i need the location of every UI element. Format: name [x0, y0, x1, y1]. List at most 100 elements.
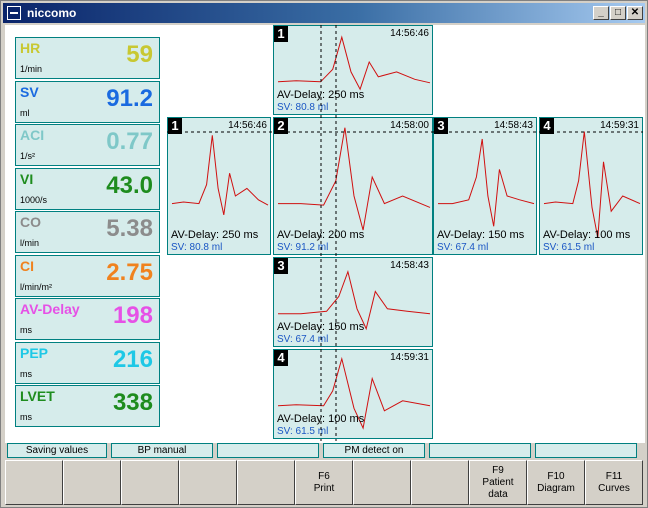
param-ci[interactable]: CI l/min/m² 2.75 [15, 254, 160, 297]
panel-time: 14:59:31 [600, 120, 639, 131]
waveform-curve [277, 356, 431, 430]
panel-number: 2 [274, 118, 288, 134]
panel-av-delay: AV-Delay: 250 ms [277, 89, 365, 101]
param-name: PEP [20, 344, 49, 361]
function-key-1[interactable] [5, 460, 63, 505]
param-av-delay[interactable]: AV-Delay ms 198 [15, 298, 160, 340]
panel-av-delay: AV-Delay: 150 ms [277, 321, 365, 333]
param-value: 198 [112, 302, 153, 329]
status-bar: Saving values BP manual PM detect on [7, 443, 643, 459]
waveform-plot [171, 135, 269, 216]
panel-av-delay: AV-Delay: 150 ms [437, 229, 525, 241]
param-sv[interactable]: SV ml 91.2 [15, 80, 160, 123]
param-value: 91.2 [106, 84, 153, 112]
waveform-plot [277, 356, 431, 430]
waveform-curve [543, 131, 641, 238]
param-name: AV-Delay [20, 301, 80, 317]
param-unit: ml [20, 107, 30, 118]
panel-time: 14:56:46 [228, 120, 267, 131]
function-key-4[interactable] [179, 460, 237, 505]
panel-av-delay: AV-Delay: 200 ms [277, 229, 365, 241]
function-key-11[interactable]: F11 Curves [585, 460, 643, 505]
param-co[interactable]: CO l/min 5.38 [15, 211, 160, 253]
panel-lower-2[interactable]: 4 14:59:31 AV-Delay: 100 ms SV: 61.5 ml [273, 349, 433, 439]
panel-row-2[interactable]: 2 14:58:00 AV-Delay: 200 ms SV: 91.2 ml [273, 117, 433, 255]
panel-sv: SV: 61.5 ml [277, 426, 329, 437]
panel-number: 3 [434, 118, 448, 134]
param-unit: ms [20, 368, 32, 379]
panel-number: 4 [540, 118, 554, 134]
panel-av-delay: AV-Delay: 100 ms [277, 413, 365, 425]
param-name: VI [20, 170, 34, 187]
status-cell-5 [429, 443, 531, 458]
param-value: 0.77 [106, 128, 153, 155]
window-title: niccomo [27, 6, 77, 20]
panel-time: 14:58:43 [390, 260, 429, 271]
param-name: ACI [20, 127, 45, 143]
panel-time: 14:58:43 [494, 120, 533, 131]
waveform-curve [278, 127, 431, 231]
maximize-button[interactable]: □ [610, 6, 626, 20]
panel-lower-1[interactable]: 3 14:58:43 AV-Delay: 150 ms SV: 67.4 ml [273, 257, 433, 347]
param-unit: l/min/m² [20, 281, 52, 292]
waveform-plot [278, 269, 431, 331]
panel-av-delay: AV-Delay: 100 ms [543, 229, 631, 241]
panel-number: 3 [274, 258, 288, 274]
function-key-bar: F6 Print F9 Patient data F10 Diagram F11 Curves [5, 460, 645, 505]
waveform-curve [438, 138, 535, 227]
waveform-plot [438, 138, 535, 227]
param-pep[interactable]: PEP ms 216 [15, 341, 160, 384]
param-name: SV [20, 83, 39, 100]
status-cell-6 [535, 443, 637, 458]
param-unit: ms [20, 412, 32, 422]
waveform-curve [277, 35, 431, 91]
function-key-3[interactable] [121, 460, 179, 505]
param-name: CI [20, 257, 34, 274]
function-key-6[interactable]: F6 Print [295, 460, 353, 505]
status-cell-3 [217, 443, 319, 458]
param-name: LVET [20, 388, 55, 404]
param-name: CO [20, 214, 41, 230]
param-value: 338 [112, 389, 153, 416]
panel-time: 14:58:00 [390, 120, 429, 131]
param-name: HR [20, 40, 41, 56]
panel-sv: SV: 80.8 ml [277, 102, 329, 113]
param-unit: 1000/s [20, 194, 48, 205]
minimize-button[interactable]: _ [593, 6, 609, 20]
function-key-9[interactable]: F9 Patient data [469, 460, 527, 505]
waveform-curve [278, 269, 431, 331]
panel-row-1[interactable]: 1 14:56:46 AV-Delay: 250 ms SV: 80.8 ml [167, 117, 271, 255]
title-bar[interactable]: niccomo _ □ ✕ [3, 3, 645, 23]
param-unit: ms [20, 325, 32, 335]
param-aci[interactable]: ACI 1/s² 0.77 [15, 124, 160, 166]
panel-number: 1 [168, 118, 182, 134]
waveform-plot [278, 127, 431, 231]
status-cell-2: BP manual [111, 443, 213, 458]
panel-av-delay: AV-Delay: 250 ms [171, 229, 259, 241]
function-key-5[interactable] [237, 460, 295, 505]
panel-top[interactable]: 1 14:56:46 AV-Delay: 250 ms SV: 80.8 ml [273, 25, 433, 115]
function-key-7[interactable] [353, 460, 411, 505]
param-vi[interactable]: VI 1000/s 43.0 [15, 167, 160, 210]
status-cell-4: PM detect on [323, 443, 425, 458]
param-value: 2.75 [106, 258, 153, 286]
panel-number: 4 [274, 350, 288, 366]
param-unit: 1/min [20, 64, 43, 74]
function-key-10[interactable]: F10 Diagram [527, 460, 585, 505]
param-hr[interactable]: HR 1/min 59 [15, 37, 160, 79]
param-unit: 1/s² [20, 151, 36, 161]
panel-sv: SV: 80.8 ml [171, 242, 223, 253]
panel-sv: SV: 67.4 ml [437, 242, 489, 253]
param-lvet[interactable]: LVET ms 338 [15, 385, 160, 427]
param-value: 5.38 [106, 215, 153, 242]
function-key-8[interactable] [411, 460, 469, 505]
panel-row-3[interactable]: 3 14:58:43 AV-Delay: 150 ms SV: 67.4 ml [433, 117, 537, 255]
close-button[interactable]: ✕ [627, 6, 643, 20]
panel-sv: SV: 61.5 ml [543, 242, 595, 253]
function-key-2[interactable] [63, 460, 121, 505]
waveform-plot [543, 131, 641, 238]
panel-row-4[interactable]: 4 14:59:31 AV-Delay: 100 ms SV: 61.5 ml [539, 117, 643, 255]
panel-sv: SV: 91.2 ml [277, 242, 329, 253]
param-value: 59 [126, 41, 153, 68]
